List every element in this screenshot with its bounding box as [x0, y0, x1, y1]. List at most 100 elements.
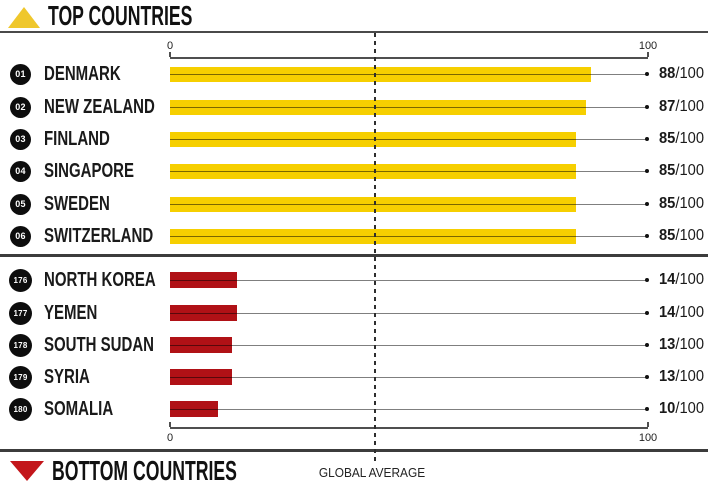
score-denominator: /100 — [675, 227, 705, 244]
dot-marker — [645, 137, 649, 141]
dot-marker — [645, 72, 649, 76]
top-countries-title-text: TOP COUNTRIES — [48, 0, 193, 31]
score-value: 85/100 — [659, 227, 708, 245]
top-countries-title: TOP COUNTRIES — [48, 2, 277, 30]
country-label: FINLAND — [44, 129, 132, 149]
connector-line — [170, 73, 647, 75]
country-label: NEW ZEALAND — [44, 97, 192, 117]
bottom-axis-label-min: 0 — [166, 432, 174, 444]
dot-marker — [645, 343, 649, 347]
score-number: 88 — [659, 65, 676, 82]
score-value-text: 85/100 — [659, 195, 704, 213]
bottom-axis-tick-min — [169, 422, 171, 427]
country-label-text: NORTH KOREA — [44, 269, 156, 291]
country-label: SOMALIA — [44, 399, 136, 419]
country-label: DENMARK — [44, 64, 146, 84]
top-axis-label-max: 100 — [638, 40, 658, 52]
rank-badge: 06 — [10, 225, 31, 247]
rank-badge: 180 — [9, 397, 32, 421]
score-value: 10/100 — [659, 400, 708, 418]
dot-marker — [645, 202, 649, 206]
score-value-text: 13/100 — [659, 336, 704, 354]
connector-line — [170, 170, 647, 172]
score-value-text: 85/100 — [659, 130, 704, 148]
country-label: SWITZERLAND — [44, 226, 190, 246]
score-number: 85 — [659, 130, 676, 147]
score-denominator: /100 — [675, 195, 705, 212]
rank-badge: 01 — [10, 63, 31, 85]
dot-marker — [645, 311, 649, 315]
country-label: SWEDEN — [44, 194, 132, 214]
score-denominator: /100 — [675, 271, 705, 288]
rank-badge: 02 — [10, 96, 31, 118]
country-label-text: SWITZERLAND — [44, 225, 154, 247]
rank-badge: 03 — [10, 128, 31, 150]
score-denominator: /100 — [675, 400, 705, 417]
country-label: SYRIA — [44, 367, 105, 387]
global-average-line — [374, 33, 376, 462]
score-denominator: /100 — [675, 368, 705, 385]
dot-marker — [645, 105, 649, 109]
country-label: SINGAPORE — [44, 161, 164, 181]
score-number: 13 — [659, 368, 676, 385]
connector-line — [170, 312, 647, 314]
score-value: 13/100 — [659, 368, 708, 386]
score-number: 13 — [659, 336, 676, 353]
connector-line — [170, 138, 647, 140]
country-label-text: SYRIA — [44, 366, 90, 388]
score-number: 14 — [659, 304, 676, 321]
triangle-up-icon — [8, 7, 40, 28]
rank-badge: 179 — [9, 365, 32, 389]
bottom-countries-title-text: BOTTOM COUNTRIES — [52, 455, 237, 486]
score-number: 87 — [659, 98, 676, 115]
connector-line — [170, 203, 647, 205]
score-value: 14/100 — [659, 271, 708, 289]
country-label-text: YEMEN — [44, 302, 98, 324]
bottom-axis-line — [170, 427, 648, 429]
score-value: 87/100 — [659, 98, 708, 116]
dot-marker — [645, 375, 649, 379]
dot-marker — [645, 169, 649, 173]
connector-line — [170, 376, 647, 378]
country-label: SOUTH SUDAN — [44, 335, 191, 355]
country-label: YEMEN — [44, 303, 115, 323]
triangle-down-icon — [10, 461, 44, 481]
score-number: 85 — [659, 162, 676, 179]
top-axis-tick-min — [169, 52, 171, 57]
score-denominator: /100 — [675, 98, 705, 115]
score-value-text: 10/100 — [659, 400, 704, 418]
score-value-text: 85/100 — [659, 227, 704, 245]
score-number: 10 — [659, 400, 676, 417]
bottom-axis-label-max: 100 — [638, 432, 658, 444]
country-label-text: DENMARK — [44, 63, 121, 85]
score-value-text: 14/100 — [659, 271, 704, 289]
connector-line — [170, 344, 647, 346]
dot-marker — [645, 234, 649, 238]
dot-marker — [645, 278, 649, 282]
bottom-countries-title: BOTTOM COUNTRIES — [52, 457, 345, 485]
rank-badge: 177 — [9, 301, 32, 325]
country-label-text: SOMALIA — [44, 398, 114, 420]
score-denominator: /100 — [675, 336, 705, 353]
rank-badge: 178 — [9, 333, 32, 357]
section-divider — [0, 254, 708, 257]
score-value-text: 13/100 — [659, 368, 704, 386]
country-label-text: NEW ZEALAND — [44, 96, 155, 118]
score-number: 85 — [659, 227, 676, 244]
connector-line — [170, 106, 647, 108]
dot-marker — [645, 407, 649, 411]
score-value-text: 14/100 — [659, 304, 704, 322]
header-divider — [0, 31, 708, 33]
country-label-text: SWEDEN — [44, 193, 110, 215]
rank-badge: 04 — [10, 160, 31, 182]
score-value: 14/100 — [659, 304, 708, 322]
score-value-text: 88/100 — [659, 65, 704, 83]
country-label: NORTH KOREA — [44, 270, 193, 290]
score-number: 85 — [659, 195, 676, 212]
score-value: 85/100 — [659, 130, 708, 148]
score-value: 88/100 — [659, 65, 708, 83]
score-denominator: /100 — [675, 162, 705, 179]
top-axis-label-min: 0 — [166, 40, 174, 52]
bottom-axis-tick-max — [647, 422, 649, 427]
